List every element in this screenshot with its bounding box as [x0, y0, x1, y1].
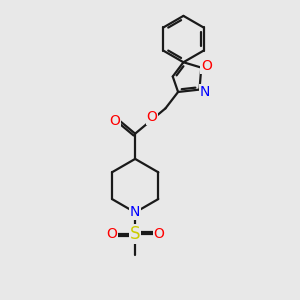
Text: N: N [130, 206, 140, 219]
Text: N: N [200, 85, 210, 99]
Text: O: O [106, 227, 117, 241]
Text: O: O [146, 110, 157, 124]
Text: O: O [109, 114, 120, 128]
Text: S: S [130, 225, 140, 243]
Text: O: O [153, 227, 164, 241]
Text: O: O [201, 59, 212, 73]
